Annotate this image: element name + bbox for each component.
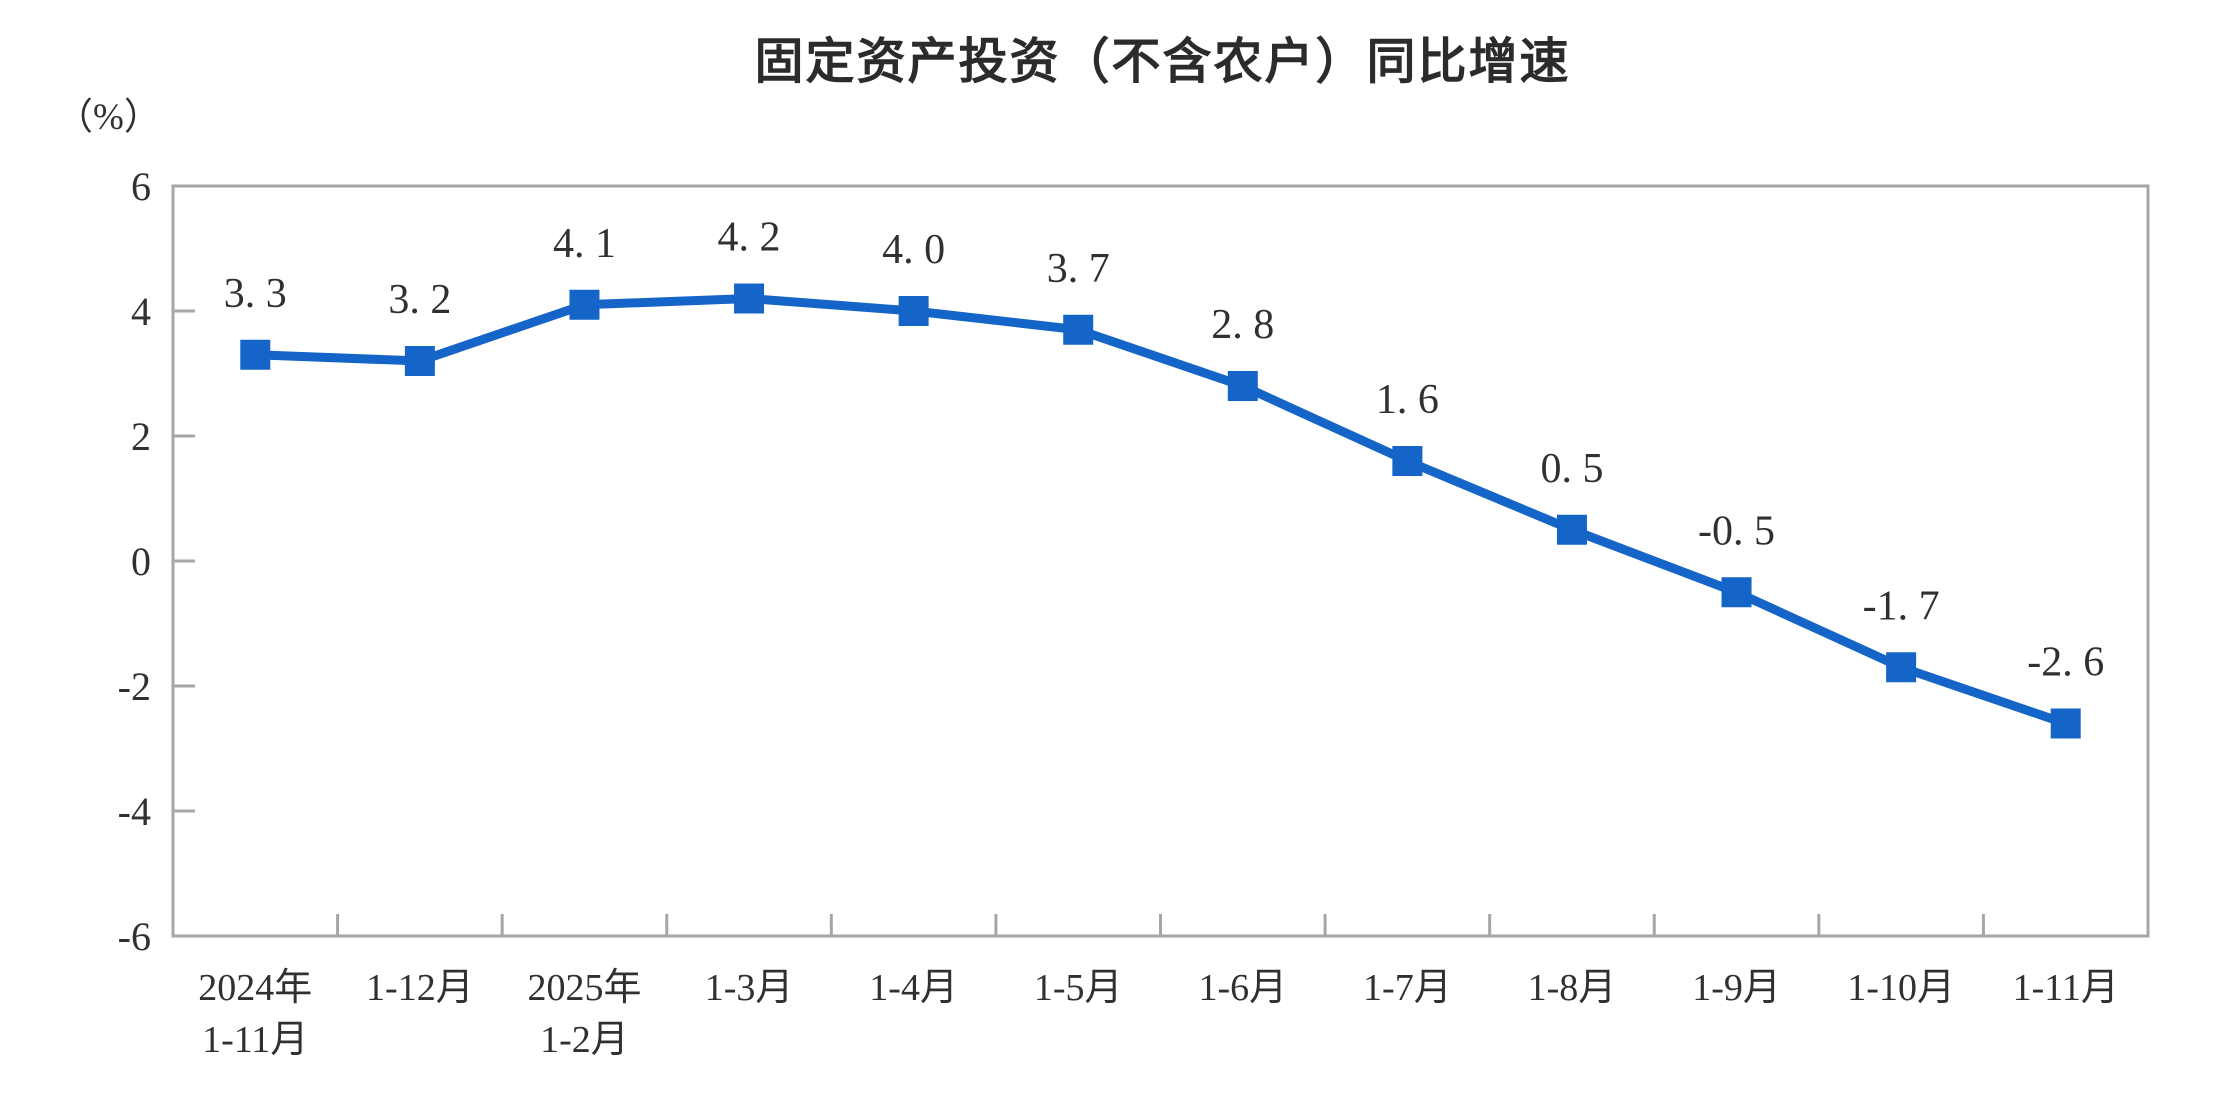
data-point-label: 3. 2 — [388, 277, 451, 323]
data-point-marker — [2050, 708, 2081, 739]
data-point-marker — [1227, 371, 1258, 401]
plot-frame — [171, 184, 2150, 938]
data-point-marker — [1886, 652, 1917, 683]
data-point-label: 4. 0 — [882, 227, 945, 273]
data-point-label: -0. 5 — [1698, 508, 1775, 554]
chart-title: 固定资产投资（不含农户）同比增速 — [754, 35, 1571, 89]
x-tick-label: 1-8月 — [1528, 967, 1617, 1009]
y-tick-label: 6 — [131, 164, 151, 209]
data-point-marker — [1721, 577, 1752, 608]
x-tick-label: 1-4月 — [869, 967, 958, 1009]
x-tick-label: 1-3月 — [705, 967, 794, 1009]
y-tick-label: -2 — [118, 664, 151, 709]
x-tick-label: 1-5月 — [1034, 967, 1123, 1009]
x-tick-label: 1-12月 — [366, 967, 474, 1009]
y-tick-label: 2 — [131, 414, 151, 459]
data-point-marker — [1063, 314, 1094, 345]
x-tick-label: 1-6月 — [1198, 967, 1287, 1009]
x-tick-label: 2024年 1-11月 — [198, 967, 312, 1061]
data-point-label: -2. 6 — [2027, 640, 2104, 686]
data-point-marker — [404, 346, 435, 376]
data-point-marker — [1392, 446, 1423, 476]
y-axis-unit-label: （%） — [56, 97, 161, 138]
trend-line — [250, 294, 2071, 728]
data-point-label: 2. 8 — [1211, 302, 1274, 348]
x-tick-label: 2025年 1-2月 — [527, 967, 641, 1061]
y-tick-label: 4 — [131, 289, 151, 334]
data-point-marker — [569, 289, 600, 320]
data-point-label: 4. 1 — [553, 221, 616, 267]
x-tick-label: 1-10月 — [1847, 967, 1955, 1009]
data-point-label: 3. 3 — [224, 271, 287, 317]
data-point-marker — [898, 296, 929, 326]
data-point-marker — [734, 283, 765, 314]
data-point-label: -1. 7 — [1863, 583, 1940, 629]
y-tick-label: 0 — [131, 539, 151, 584]
data-point-label: 1. 6 — [1376, 377, 1439, 423]
x-tick-label: 1-9月 — [1692, 967, 1781, 1009]
x-tick-label: 1-11月 — [2013, 967, 2119, 1009]
data-point-label: 4. 2 — [718, 215, 781, 261]
data-point-marker — [1556, 514, 1587, 545]
data-point-label: 3. 7 — [1047, 246, 1110, 292]
data-point-marker — [240, 339, 271, 370]
data-point-label: 0. 5 — [1540, 446, 1603, 492]
y-tick-label: -4 — [118, 789, 151, 834]
y-tick-label: -6 — [118, 914, 151, 959]
x-tick-label: 1-7月 — [1363, 967, 1452, 1009]
